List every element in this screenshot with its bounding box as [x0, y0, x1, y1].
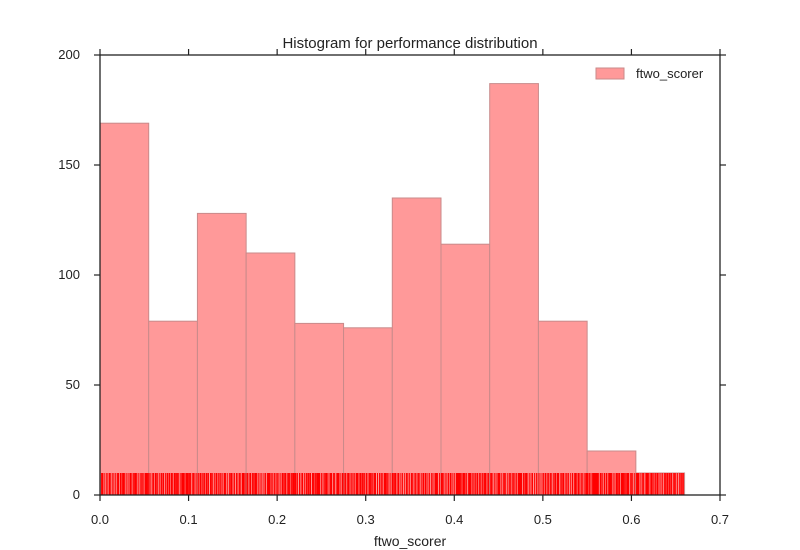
y-tick-label: 150	[58, 157, 80, 172]
x-tick-label: 0.3	[357, 512, 375, 527]
histogram-bar	[343, 327, 393, 496]
histogram-bar	[537, 320, 588, 496]
histogram-bar	[99, 122, 150, 496]
histogram-bar	[245, 252, 296, 496]
x-tick-label: 0.1	[180, 512, 198, 527]
x-tick-label: 0.6	[622, 512, 640, 527]
legend: ftwo_scorer	[595, 66, 704, 81]
y-tick-label: 50	[66, 377, 80, 392]
histogram-bar	[294, 322, 345, 496]
histogram-bar	[391, 197, 442, 496]
legend-label: ftwo_scorer	[636, 66, 704, 81]
histogram-bar	[148, 320, 198, 496]
histogram-bar	[440, 243, 491, 496]
legend-swatch	[595, 67, 625, 80]
x-tick-label: 0.5	[534, 512, 552, 527]
x-tick-label: 0.7	[711, 512, 729, 527]
x-axis-ticks: 0.0 0.1 0.2 0.3 0.4 0.5 0.6 0.7	[91, 49, 729, 527]
x-tick-label: 0.4	[445, 512, 463, 527]
y-axis-ticks: 0 50 100 150 200	[58, 47, 726, 502]
histogram-bars	[99, 83, 686, 496]
histogram-bar	[196, 212, 247, 496]
x-tick-label: 0.0	[91, 512, 109, 527]
chart-title: Histogram for performance distribution	[282, 35, 537, 52]
y-tick-label: 200	[58, 47, 80, 62]
histogram-bar	[489, 83, 539, 496]
y-tick-label: 100	[58, 267, 80, 282]
x-tick-label: 0.2	[268, 512, 286, 527]
x-axis-label: ftwo_scorer	[374, 533, 447, 549]
y-tick-label: 0	[73, 487, 80, 502]
